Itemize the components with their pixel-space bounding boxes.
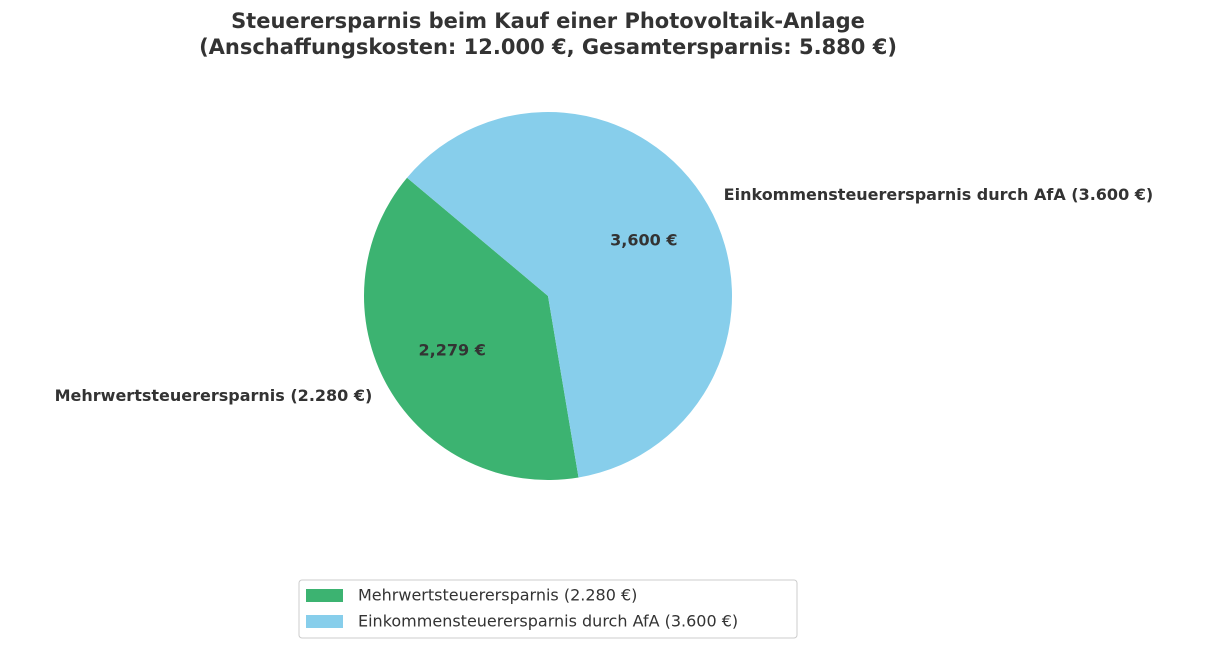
value-label: 3,600 € (610, 231, 677, 250)
chart-title: Steuerersparnis beim Kauf einer Photovol… (231, 9, 865, 33)
legend-label: Einkommensteuerersparnis durch AfA (3.60… (358, 612, 738, 631)
chart-title: (Anschaffungskosten: 12.000 €, Gesamters… (199, 35, 897, 59)
slice-label: Einkommensteuerersparnis durch AfA (3.60… (724, 185, 1154, 204)
pie-slice (407, 112, 732, 478)
legend-swatch (306, 589, 343, 602)
value-label: 2,279 € (419, 340, 486, 359)
slice-label: Mehrwertsteuerersparnis (2.280 €) (55, 386, 373, 405)
legend-box (298, 579, 798, 639)
legend-label: Mehrwertsteuerersparnis (2.280 €) (358, 586, 637, 605)
legend-swatch (306, 615, 343, 628)
pie-slice (364, 177, 579, 480)
